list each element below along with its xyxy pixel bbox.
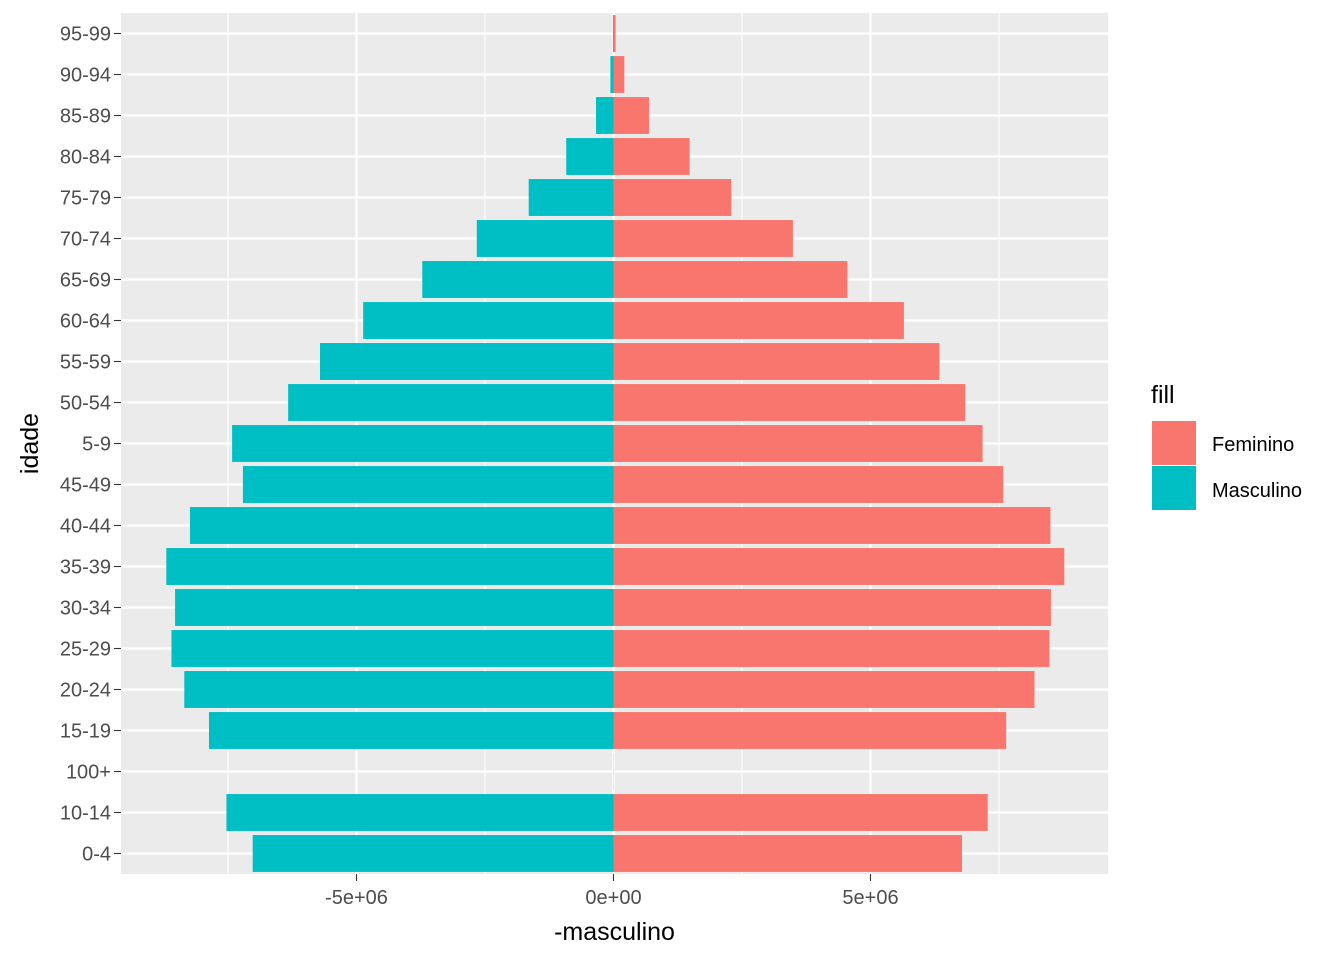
x-tick-label: 5e+06 — [842, 887, 898, 909]
bars — [166, 15, 1065, 872]
bar-feminino-0-4 — [613, 835, 962, 872]
x-axis-title: -masculino — [554, 918, 675, 946]
bar-feminino-50-54 — [613, 384, 966, 421]
y-tick-label-65-69: 65-69 — [60, 270, 111, 292]
y-tick-label-5-9: 5-9 — [82, 434, 111, 456]
bar-masculino-15-19 — [208, 712, 614, 749]
legend-key-feminino — [1152, 421, 1196, 465]
y-tick-label-40-44: 40-44 — [60, 516, 111, 538]
legend-key-masculino — [1152, 466, 1196, 510]
x-tick-label: -5e+06 — [325, 887, 388, 909]
bar-masculino-40-44 — [189, 507, 614, 544]
y-tick-label-75-79: 75-79 — [60, 188, 111, 210]
bar-feminino-55-59 — [613, 343, 940, 380]
bar-feminino-30-34 — [613, 589, 1051, 626]
y-tick-label-15-19: 15-19 — [60, 721, 111, 743]
y-axis: 0-4 10-14 100+ 15-19 20-24 25-29 30-34 35-39 40-… — [60, 24, 121, 866]
y-tick-label-10-14: 10-14 — [60, 803, 111, 825]
legend: fill Feminino Masculino — [1151, 381, 1302, 510]
y-tick-label-30-34: 30-34 — [60, 598, 111, 620]
bar-masculino-55-59 — [320, 343, 614, 380]
bar-masculino-0-4 — [252, 835, 614, 872]
bar-feminino-80-84 — [613, 138, 690, 175]
bar-feminino-70-74 — [613, 220, 793, 257]
y-tick-label-50-54: 50-54 — [60, 393, 111, 415]
bar-feminino-85-89 — [613, 97, 649, 134]
bar-masculino-45-49 — [242, 466, 614, 503]
bar-masculino-30-34 — [175, 589, 614, 626]
bar-feminino-10-14 — [613, 794, 988, 831]
bar-masculino-75-79 — [528, 179, 614, 216]
y-tick-label-55-59: 55-59 — [60, 352, 111, 374]
bar-masculino-5-9 — [232, 425, 614, 462]
x-tick-label: 0e+00 — [585, 887, 641, 909]
bar-feminino-15-19 — [613, 712, 1007, 749]
y-tick-label-45-49: 45-49 — [60, 475, 111, 497]
bar-feminino-90-94 — [613, 56, 625, 93]
bar-masculino-10-14 — [226, 794, 614, 831]
bar-feminino-5-9 — [613, 425, 983, 462]
bar-feminino-65-69 — [613, 261, 848, 298]
bar-masculino-25-29 — [171, 630, 614, 667]
bar-masculino-50-54 — [288, 384, 614, 421]
legend-label-feminino: Feminino — [1212, 434, 1294, 456]
y-tick-label-100: 100+ — [66, 762, 111, 784]
legend-title: fill — [1151, 381, 1175, 409]
y-tick-label-0-4: 0-4 — [82, 844, 111, 866]
bar-feminino-95-99 — [613, 15, 616, 52]
y-axis-title: idade — [16, 413, 44, 474]
bar-masculino-95-99 — [612, 15, 614, 52]
bar-masculino-60-64 — [363, 302, 614, 339]
legend-label-masculino: Masculino — [1212, 480, 1302, 502]
bar-feminino-25-29 — [613, 630, 1050, 667]
bar-masculino-35-39 — [166, 548, 614, 585]
bar-masculino-70-74 — [476, 220, 614, 257]
bar-masculino-65-69 — [422, 261, 614, 298]
bar-masculino-20-24 — [184, 671, 614, 708]
bar-feminino-45-49 — [613, 466, 1004, 503]
bar-feminino-40-44 — [613, 507, 1051, 544]
bar-masculino-90-94 — [610, 56, 614, 93]
y-tick-label-80-84: 80-84 — [60, 147, 111, 169]
bar-feminino-20-24 — [613, 671, 1035, 708]
bar-masculino-80-84 — [566, 138, 614, 175]
y-tick-label-90-94: 90-94 — [60, 65, 111, 87]
bar-feminino-35-39 — [613, 548, 1065, 585]
y-tick-label-25-29: 25-29 — [60, 639, 111, 661]
y-tick-label-70-74: 70-74 — [60, 229, 111, 251]
bar-masculino-85-89 — [596, 97, 614, 134]
bar-feminino-60-64 — [613, 302, 904, 339]
y-tick-label-95-99: 95-99 — [60, 24, 111, 46]
bar-feminino-75-79 — [613, 179, 732, 216]
y-tick-label-35-39: 35-39 — [60, 557, 111, 579]
y-tick-label-85-89: 85-89 — [60, 106, 111, 128]
y-tick-label-60-64: 60-64 — [60, 311, 111, 333]
y-tick-label-20-24: 20-24 — [60, 680, 111, 702]
x-axis: -5e+06 0e+00 5e+06 — [325, 874, 899, 909]
